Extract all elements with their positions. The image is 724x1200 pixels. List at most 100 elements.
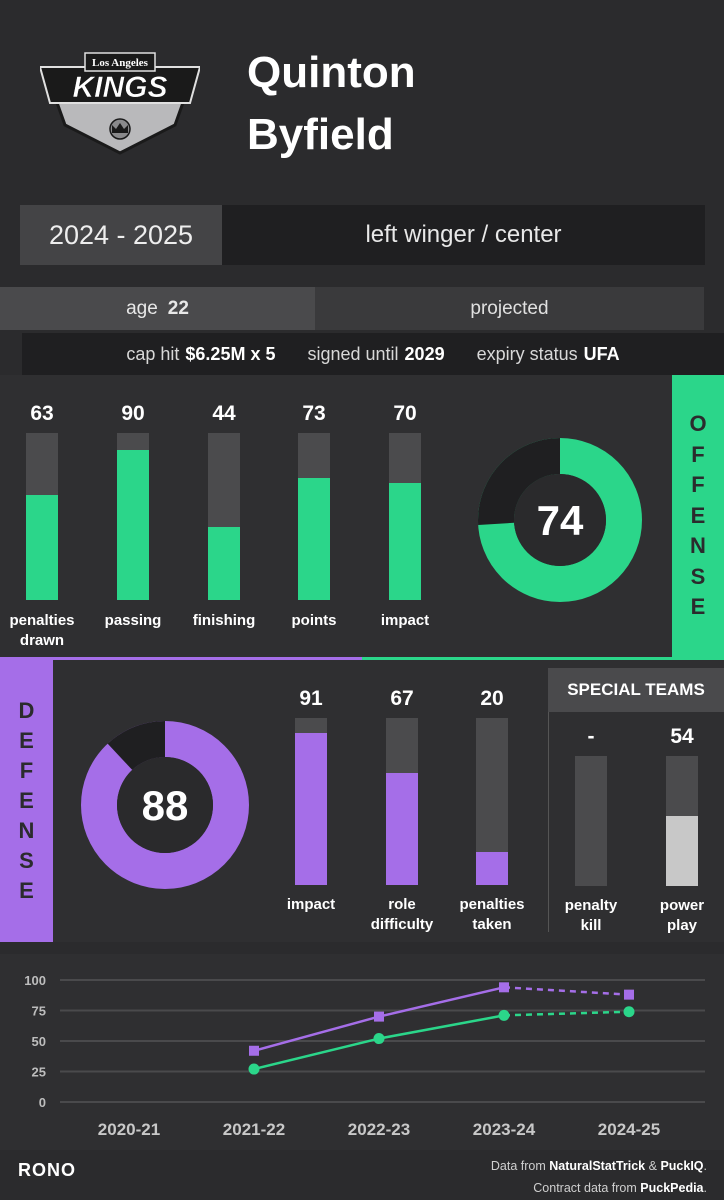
data-point: [374, 1011, 384, 1022]
side-letter: S: [690, 563, 706, 589]
y-tick-label: 25: [32, 1065, 46, 1080]
offense-ring-center: [514, 474, 606, 566]
bar-fill: [389, 483, 421, 600]
bar-label-line-2: difficulty: [370, 916, 434, 933]
source-naturalstattrick: NaturalStatTrick: [549, 1159, 646, 1173]
age-box: age 22: [0, 287, 315, 330]
signed-until-label: signed until: [307, 343, 399, 364]
bar-track: [575, 756, 607, 886]
bar-label-line-1: role: [388, 896, 416, 913]
special-teams-title: SPECIAL TEAMS: [548, 668, 724, 712]
defense-ring-gap: [81, 721, 249, 889]
bar-value: 44: [212, 402, 236, 425]
bar-value: 54: [670, 725, 694, 748]
series-line: [253, 1037, 380, 1071]
bar-fill: [298, 478, 330, 600]
bar-value: 63: [30, 402, 54, 425]
bar-label: finishing: [179, 611, 269, 631]
bar-label-line-2: drawn: [19, 632, 65, 649]
source-prefix: Data from: [490, 1159, 550, 1173]
bar-label-line-1: power: [659, 897, 705, 914]
bar-value: 70: [393, 402, 417, 425]
bar-label: penalty kill: [546, 896, 636, 936]
source-puckpedia: PuckPedia: [640, 1181, 704, 1195]
projected-box: projected: [315, 287, 704, 330]
cap-hit-value: $6.25M x 5: [185, 343, 276, 364]
bar-label: passing: [88, 611, 178, 631]
bar-label-line-1: penalties: [9, 612, 75, 629]
side-letter: O: [689, 411, 707, 437]
player-last-name: Byfield: [247, 110, 394, 159]
series-line: [378, 986, 505, 1018]
data-point: [498, 1009, 510, 1021]
side-letter: F: [691, 441, 705, 467]
x-tick-label: 2022-23: [348, 1120, 410, 1139]
bar-label: impact: [360, 611, 450, 631]
divider-defense: [0, 657, 362, 660]
bar-fill: [476, 852, 508, 885]
bar-label: impact: [266, 895, 356, 915]
series-line: [503, 1010, 630, 1017]
bar-label: points: [269, 611, 359, 631]
contract-row: cap hit $6.25M x 5 signed until 2029 expir…: [22, 333, 724, 375]
data-point: [623, 1006, 635, 1018]
expiry-status-value: UFA: [583, 343, 620, 364]
side-letter: D: [18, 698, 35, 723]
side-letter: N: [18, 818, 35, 843]
side-letter: N: [690, 533, 706, 559]
offense-overall-ring: 74: [478, 438, 642, 602]
contract-source-end: .: [703, 1181, 707, 1195]
source-end: .: [703, 1159, 707, 1173]
side-letter: E: [19, 788, 34, 813]
y-tick-label: 100: [24, 973, 46, 988]
side-letter: E: [690, 502, 706, 528]
data-point: [249, 1045, 259, 1056]
bar-label-line-1: penalty: [564, 897, 618, 914]
contract-source-line: Contract data from PuckPedia.: [533, 1181, 707, 1195]
x-tick-label: 2023-24: [473, 1120, 536, 1139]
age-value: 22: [167, 297, 189, 319]
defense-overall-value: 88: [142, 782, 189, 829]
player-name: Quinton Byfield: [247, 42, 416, 166]
cap-hit: cap hit $6.25M x 5: [126, 344, 275, 365]
signed-until-value: 2029: [404, 343, 445, 364]
expiry-status: expiry status UFA: [477, 344, 620, 365]
bar-label-line-1: finishing: [192, 612, 256, 629]
bar-fill: [295, 733, 327, 885]
bar-fill: [208, 527, 240, 600]
x-tick-label: 2020-21: [98, 1120, 160, 1139]
bar-label: penalties taken: [447, 895, 537, 935]
bar-label-line-1: impact: [286, 896, 336, 913]
series-line: [503, 986, 630, 996]
bar-value: 90: [121, 402, 145, 425]
data-point: [373, 1033, 385, 1045]
kings-logo: Los Angeles KINGS: [40, 52, 200, 155]
data-point: [499, 982, 509, 993]
bar-label-line-1: passing: [104, 612, 162, 629]
side-letter: F: [691, 472, 705, 498]
bar-label-line-1: points: [291, 612, 337, 629]
y-tick-label: 50: [32, 1034, 46, 1049]
side-letter: E: [690, 594, 706, 620]
expiry-status-label: expiry status: [476, 343, 578, 364]
x-tick-label: 2021-22: [223, 1120, 285, 1139]
data-point: [248, 1063, 260, 1075]
series-line: [253, 1015, 380, 1052]
position-label: left winger / center: [365, 221, 562, 248]
source-puckiq: PuckIQ: [660, 1159, 704, 1173]
svg-text:Los Angeles: Los Angeles: [92, 57, 149, 69]
bar-label-line-2: taken: [472, 916, 512, 933]
side-letter: E: [19, 728, 34, 753]
bar-label-line-2: kill: [580, 917, 602, 934]
footer: [0, 1150, 724, 1200]
bar-label: power play: [637, 896, 724, 936]
bar-fill: [666, 816, 698, 886]
bar-label-line-2: play: [666, 917, 697, 934]
contract-source-prefix: Contract data from: [533, 1181, 641, 1195]
cap-hit-label: cap hit: [126, 343, 180, 364]
bar-value: 67: [390, 687, 414, 710]
bar-label: penalties drawn: [0, 611, 87, 651]
offense-ring-gap: [478, 438, 642, 602]
